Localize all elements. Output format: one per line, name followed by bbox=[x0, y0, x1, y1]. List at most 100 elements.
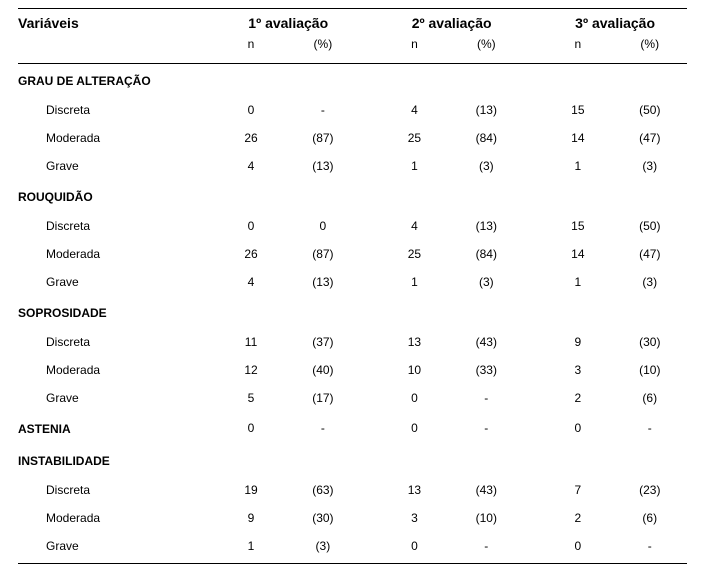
table-row: Grave1(3)0-0- bbox=[18, 532, 687, 564]
cell-value: (17) bbox=[286, 384, 360, 412]
cell-empty bbox=[286, 444, 360, 476]
cell-value: 1 bbox=[380, 268, 449, 296]
cell-value bbox=[360, 124, 380, 152]
data-table-container: Variáveis 1º avaliação 2º avaliação 3º a… bbox=[0, 0, 705, 564]
cell-value: (13) bbox=[449, 212, 523, 240]
cell-empty bbox=[380, 180, 449, 212]
col-eval3: 3º avaliação bbox=[543, 9, 687, 34]
col-p3: (%) bbox=[613, 33, 687, 64]
cell-value: 2 bbox=[543, 504, 612, 532]
cell-value: - bbox=[449, 384, 523, 412]
cell-value: 4 bbox=[216, 152, 285, 180]
table-row: Moderada9(30)3(10)2(6) bbox=[18, 504, 687, 532]
cell-value: (50) bbox=[613, 96, 687, 124]
evaluation-table: Variáveis 1º avaliação 2º avaliação 3º a… bbox=[18, 8, 687, 564]
cell-value: 0 bbox=[380, 384, 449, 412]
cell-empty bbox=[286, 180, 360, 212]
cell-value: (3) bbox=[449, 152, 523, 180]
cell-value bbox=[360, 476, 380, 504]
col-variables: Variáveis bbox=[18, 9, 216, 34]
cell-value bbox=[360, 384, 380, 412]
cell-value: 9 bbox=[543, 328, 612, 356]
col-p1: (%) bbox=[286, 33, 360, 64]
section-title: GRAU DE ALTERAÇÃO bbox=[18, 64, 216, 97]
cell-value bbox=[360, 212, 380, 240]
cell-value: (40) bbox=[286, 356, 360, 384]
cell-value: 1 bbox=[380, 152, 449, 180]
section-header: ASTENIA0-0-0- bbox=[18, 412, 687, 444]
cell-empty bbox=[613, 64, 687, 97]
cell-value: (84) bbox=[449, 240, 523, 268]
cell-value: (30) bbox=[613, 328, 687, 356]
cell-value bbox=[524, 96, 544, 124]
cell-value: 13 bbox=[380, 328, 449, 356]
cell-value: (3) bbox=[286, 532, 360, 564]
cell-empty bbox=[380, 444, 449, 476]
row-label: Moderada bbox=[18, 240, 216, 268]
cell-value: (13) bbox=[286, 152, 360, 180]
cell-value bbox=[524, 476, 544, 504]
cell-value: 10 bbox=[380, 356, 449, 384]
cell-value: 1 bbox=[216, 532, 285, 564]
cell-empty bbox=[543, 64, 612, 97]
cell-value: (6) bbox=[613, 504, 687, 532]
cell-empty bbox=[360, 64, 380, 97]
cell-empty bbox=[543, 296, 612, 328]
col-n1: n bbox=[216, 33, 285, 64]
cell-value: 26 bbox=[216, 124, 285, 152]
cell-value: 9 bbox=[216, 504, 285, 532]
cell-value bbox=[360, 152, 380, 180]
cell-value: 1 bbox=[543, 152, 612, 180]
cell-value: (84) bbox=[449, 124, 523, 152]
cell-value: 2 bbox=[543, 384, 612, 412]
cell-empty bbox=[449, 180, 523, 212]
row-label: Discreta bbox=[18, 212, 216, 240]
cell-value: 4 bbox=[380, 96, 449, 124]
cell-empty bbox=[360, 444, 380, 476]
cell-value bbox=[360, 412, 380, 444]
cell-empty bbox=[524, 180, 544, 212]
section-header: SOPROSIDADE bbox=[18, 296, 687, 328]
cell-value: (13) bbox=[286, 268, 360, 296]
col-n3: n bbox=[543, 33, 612, 64]
cell-value: - bbox=[449, 532, 523, 564]
table-body: GRAU DE ALTERAÇÃODiscreta0-4(13)15(50)Mo… bbox=[18, 64, 687, 564]
cell-empty bbox=[380, 64, 449, 97]
cell-value: (43) bbox=[449, 328, 523, 356]
table-row: Grave4(13)1(3)1(3) bbox=[18, 268, 687, 296]
row-label: Grave bbox=[18, 384, 216, 412]
cell-value: 15 bbox=[543, 212, 612, 240]
cell-value: 5 bbox=[216, 384, 285, 412]
cell-value: (10) bbox=[449, 504, 523, 532]
cell-value: (10) bbox=[613, 356, 687, 384]
cell-value: 25 bbox=[380, 240, 449, 268]
cell-value: 14 bbox=[543, 124, 612, 152]
cell-value: 0 bbox=[216, 412, 285, 444]
cell-value: 11 bbox=[216, 328, 285, 356]
cell-empty bbox=[524, 296, 544, 328]
cell-value: 7 bbox=[543, 476, 612, 504]
section-header: INSTABILIDADE bbox=[18, 444, 687, 476]
cell-value: (43) bbox=[449, 476, 523, 504]
cell-value: 0 bbox=[286, 212, 360, 240]
cell-value bbox=[524, 152, 544, 180]
col-p2: (%) bbox=[449, 33, 523, 64]
cell-value: 4 bbox=[216, 268, 285, 296]
cell-value: 0 bbox=[380, 412, 449, 444]
table-row: Moderada26(87)25(84)14(47) bbox=[18, 124, 687, 152]
row-label: Moderada bbox=[18, 504, 216, 532]
cell-empty bbox=[524, 444, 544, 476]
cell-value: - bbox=[286, 96, 360, 124]
table-row: Discreta0-4(13)15(50) bbox=[18, 96, 687, 124]
cell-value: 0 bbox=[543, 412, 612, 444]
cell-empty bbox=[543, 444, 612, 476]
cell-value: (3) bbox=[449, 268, 523, 296]
cell-value bbox=[524, 356, 544, 384]
table-row: Discreta11(37)13(43)9(30) bbox=[18, 328, 687, 356]
cell-value: - bbox=[286, 412, 360, 444]
cell-value: 0 bbox=[216, 212, 285, 240]
cell-value bbox=[360, 96, 380, 124]
cell-empty bbox=[216, 180, 285, 212]
cell-value bbox=[360, 240, 380, 268]
cell-value: (37) bbox=[286, 328, 360, 356]
